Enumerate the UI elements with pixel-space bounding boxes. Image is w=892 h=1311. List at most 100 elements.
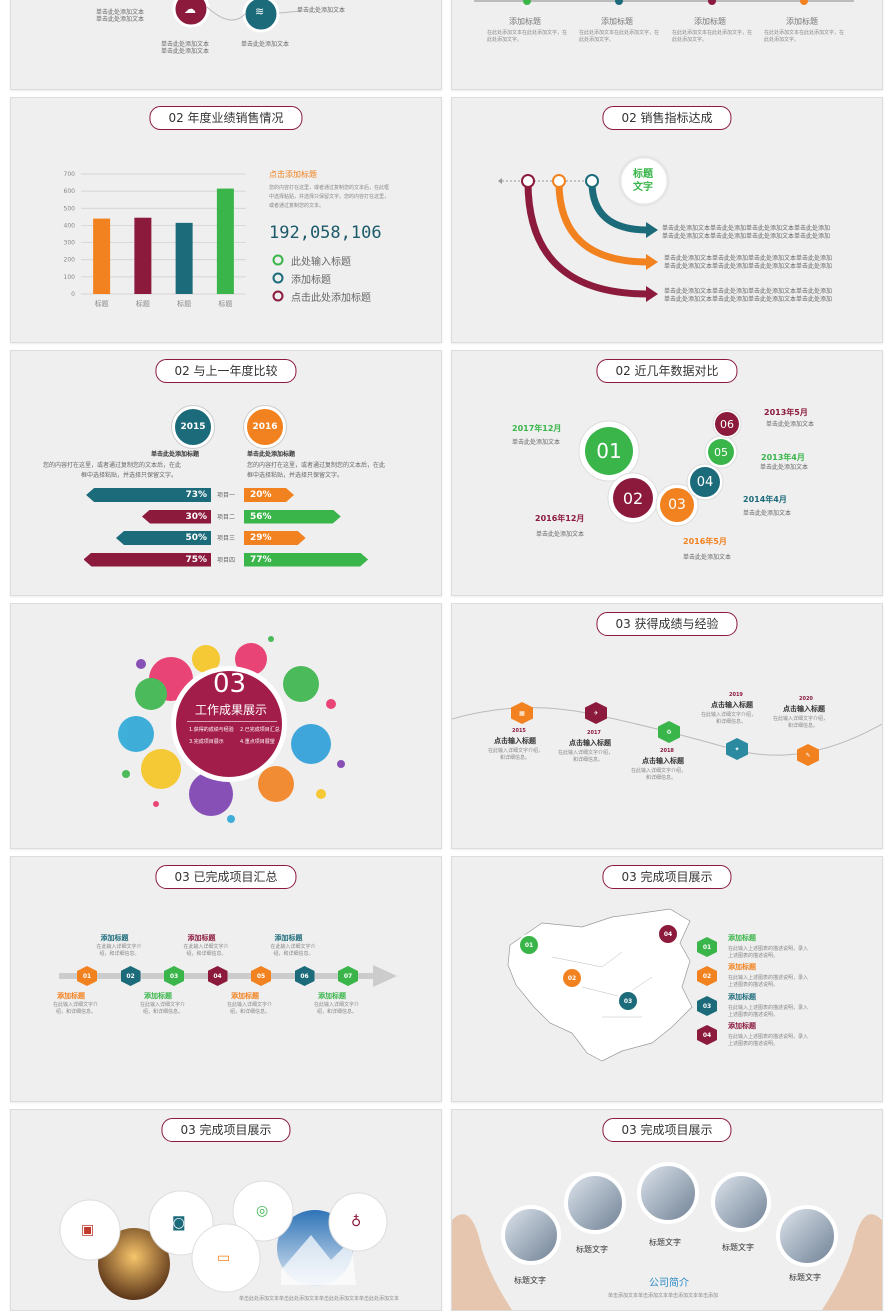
section-item-1: 2.已完成项目汇总 bbox=[240, 727, 280, 733]
slide-2[interactable]: 02 年度业绩销售情况 0 100 200 300 400 500 600 700 标题 标题 标题… bbox=[10, 97, 442, 343]
head-b: 单击此处添加标题 bbox=[247, 451, 296, 458]
step-head: 添加标题 bbox=[100, 934, 129, 942]
date-2016-5: 2016年5月 bbox=[683, 537, 727, 546]
y-tick-label: 700 bbox=[64, 171, 76, 178]
s0-text-2: 单击此处添加文本 bbox=[161, 41, 210, 48]
head-a: 单击此处添加标题 bbox=[151, 451, 200, 458]
cloud-icon: ☁ bbox=[184, 2, 196, 16]
slide-9[interactable]: 03 完成项目展示 01 02 03 04 01 02 03 04 添加标题 在… bbox=[451, 856, 883, 1102]
step-desc: 绍，和详细信息。 bbox=[317, 1009, 358, 1015]
date-2014-4: 2014年4月 bbox=[743, 495, 787, 504]
row-label: 项目四 bbox=[217, 556, 236, 564]
s1-desc-2: 在此处添加文本在此处添加文字，在此处添加文字。 bbox=[672, 30, 753, 43]
slide-4[interactable]: 02 与上一年度比较 2015 2016 单击此处添加标题 单击此处添加标题 您… bbox=[10, 350, 442, 596]
monitor-icon: ▭ bbox=[217, 1250, 231, 1266]
y-tick-label: 200 bbox=[64, 257, 76, 264]
slide-1[interactable]: 添加标题 添加标题 添加标题 添加标题 在此处添加文本在此处添加文字，在此处添加… bbox=[451, 0, 883, 90]
step-desc: 在此输入详细文字介 bbox=[183, 944, 229, 950]
bar-last-year: 50% bbox=[116, 531, 211, 545]
slide-7[interactable]: 03 获得成绩与经验 ▦ ✈ ♻ ✦ ✎ 2015 点击输入标题 在此输入详细文… bbox=[451, 603, 883, 849]
row-label: 项目三 bbox=[217, 535, 236, 542]
s1-label-2: 添加标题 bbox=[694, 17, 726, 26]
section-item-3: 4.重点项目展望 bbox=[240, 739, 275, 745]
s1-desc-3: 在此处添加文本在此处添加文字，在此处添加文字。 bbox=[764, 30, 845, 43]
slide-6[interactable]: 03 工作成果展示 1.获得的成绩与经验 2.已完成项目汇总 3.完成项目展示 … bbox=[10, 603, 442, 849]
s10-footer: 单击此处添加文本单击此处添加文本单击此处添加文本单击此处添加文本 bbox=[239, 1296, 400, 1302]
step-desc: 在此输入详细文字介 bbox=[314, 1002, 360, 1008]
milestone-2015-icon: ▦ bbox=[511, 702, 533, 724]
slide-8[interactable]: 03 已完成项目汇总 01 添加标题 在此输入详细文字介 绍，和详细信息。 02 添加标题… bbox=[10, 856, 442, 1102]
step-desc: 在此输入详细文字介 bbox=[96, 944, 142, 950]
slide-title: 02 与上一年度比较 bbox=[155, 359, 297, 383]
list-desc-03b: 上述图表的描述说明。 bbox=[728, 1012, 779, 1018]
bar-last-year: 75% bbox=[83, 552, 211, 567]
desc-2015-b: 和详细信息。 bbox=[500, 755, 531, 761]
desc-1: 单击此处添加文本 bbox=[536, 531, 585, 538]
x-tick-label: 标题 bbox=[95, 299, 109, 308]
slide-11[interactable]: 03 完成项目展示 标题文字 标题文字 标题文字 标题文字 标题文字 公司简介 … bbox=[451, 1109, 883, 1311]
step-head: 添加标题 bbox=[144, 992, 172, 1000]
step-head: 添加标题 bbox=[231, 992, 259, 1000]
bubble-06: 06 bbox=[715, 412, 739, 436]
date-2016-12: 2016年12月 bbox=[535, 514, 585, 523]
bubble-01: 01 bbox=[585, 427, 633, 475]
s1-desc-1: 在此处添加文本在此处添加文字，在此处添加文字。 bbox=[579, 30, 660, 43]
desc-2017-b: 和详细信息。 bbox=[573, 757, 604, 763]
s3-line-1b: 单击此处添加文本单击此处添加单击此处添加文本单击此处添加 bbox=[664, 263, 833, 270]
desc-3: 单击此处添加文本 bbox=[743, 510, 792, 517]
bubble-05: 05 bbox=[708, 439, 734, 465]
slide-10[interactable]: 03 完成项目展示 ▣ ◙ ◎ ▭ ♁ 单击此处添加文本单击此处添加文本单击此处… bbox=[10, 1109, 442, 1311]
list-desc-02b: 上述图表的描述说明。 bbox=[728, 982, 779, 988]
slide-3[interactable]: 02 销售指标达成 标题 文字 单击此处添加文本单击此处添加单击此处添加文本单击… bbox=[451, 97, 883, 343]
bar-last-year: 30% bbox=[142, 509, 211, 524]
company-intro: 公司简介 bbox=[649, 1278, 689, 1289]
step-desc: 绍，和详细信息。 bbox=[99, 951, 140, 957]
slide-0[interactable]: ☁ ≋ 单击此处添加文本 单击此处添加文本 单击此处添加文本 单击此处添加文本 … bbox=[10, 0, 442, 90]
s2-heading: 点击添加标题 bbox=[269, 170, 317, 179]
arrows-diagram bbox=[498, 155, 670, 302]
desc-4: 单击此处添加文本 bbox=[760, 464, 809, 471]
s2-para-1: 中选择粘贴，并选择只保留文字。您的内容打在这里， bbox=[269, 194, 390, 200]
y-tick-label: 300 bbox=[64, 240, 76, 247]
x-tick-label: 标题 bbox=[218, 299, 232, 308]
slide-0-art bbox=[172, 0, 302, 33]
lightbulb-icon: ♁ bbox=[351, 1214, 362, 1230]
s0-text-4: 单击此处添加文本 bbox=[241, 41, 290, 48]
step-desc: 绍，和详细信息。 bbox=[56, 1009, 97, 1015]
step-desc: 在此输入详细文字介 bbox=[270, 944, 316, 950]
list-head-04: 添加标题 bbox=[728, 1022, 756, 1030]
slide-5[interactable]: 02 近几年数据对比 01 02 03 04 05 06 2017年12月 单击… bbox=[451, 350, 883, 596]
para-b-0: 您的内容打在这里，或者通过复制您的文本后，在此 bbox=[247, 462, 386, 469]
bar-last-year: 73% bbox=[86, 488, 211, 502]
bar bbox=[216, 188, 234, 294]
list-head-01: 添加标题 bbox=[728, 934, 756, 942]
bubble-03: 03 bbox=[660, 488, 694, 522]
year-2015-badge: 2015 bbox=[172, 406, 214, 448]
legend-1: 添加标题 bbox=[291, 275, 331, 286]
head-2015: 点击输入标题 bbox=[494, 737, 536, 745]
slide-title: 02 销售指标达成 bbox=[602, 106, 732, 130]
list-desc-01a: 在此输入上述图表的描述说明，录入 bbox=[728, 946, 809, 952]
list-desc-02a: 在此输入上述图表的描述说明，录入 bbox=[728, 975, 809, 981]
list-hex-03: 03 bbox=[697, 996, 717, 1016]
step-head: 添加标题 bbox=[57, 992, 85, 1000]
s3-line-0b: 单击此处添加文本单击此处添加单击此处添加文本单击此处添加 bbox=[662, 233, 831, 240]
year-2020: 2020 bbox=[799, 696, 813, 702]
section-item-2: 3.完成项目展示 bbox=[189, 739, 224, 745]
bubble-02: 02 bbox=[613, 478, 653, 518]
bubble-ring bbox=[578, 409, 742, 527]
x-tick-label: 标题 bbox=[136, 299, 150, 308]
desc-2018-a: 在此输入详细文字介绍， bbox=[631, 768, 687, 774]
s1-label-1: 添加标题 bbox=[601, 17, 633, 26]
map-pin-02: 02 bbox=[561, 967, 583, 989]
year-2017: 2017 bbox=[587, 730, 601, 736]
list-hex-04: 04 bbox=[697, 1025, 717, 1045]
list-hex-01: 01 bbox=[697, 937, 717, 957]
step-hex: 04 bbox=[207, 966, 228, 986]
legend-dots bbox=[272, 254, 284, 302]
para-a-0: 您的内容打在这里，或者通过复制您的文本后，在此 bbox=[43, 462, 182, 469]
section-number: 03 bbox=[213, 669, 247, 699]
camera-icon: ◙ bbox=[172, 1215, 186, 1231]
slide-title: 02 年度业绩销售情况 bbox=[149, 106, 303, 130]
step-head: 添加标题 bbox=[274, 934, 303, 942]
